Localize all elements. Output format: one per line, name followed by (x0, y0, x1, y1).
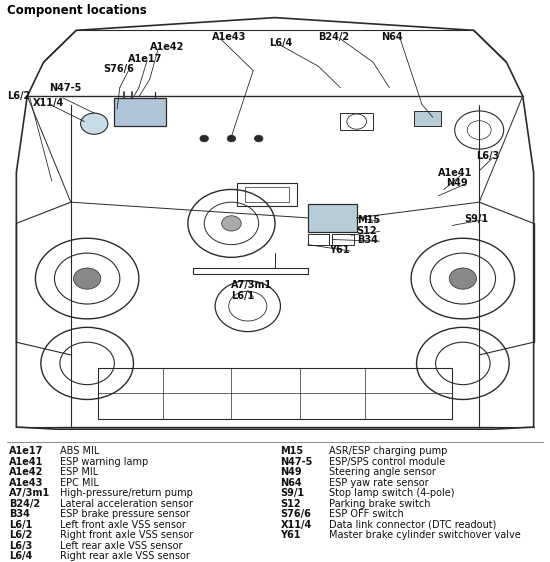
Text: Right rear axle VSS sensor: Right rear axle VSS sensor (60, 551, 190, 561)
Text: S76/6: S76/6 (103, 65, 134, 74)
Text: A7/3m1: A7/3m1 (9, 488, 51, 498)
Text: Y61: Y61 (329, 244, 350, 255)
Circle shape (81, 113, 108, 134)
Bar (114, 98, 166, 126)
Text: L6/4: L6/4 (270, 38, 293, 48)
Text: Stop lamp switch (4-pole): Stop lamp switch (4-pole) (329, 488, 455, 498)
Bar (245, 187, 289, 202)
Text: A1e17: A1e17 (9, 446, 43, 456)
Bar (414, 111, 441, 126)
Circle shape (449, 268, 476, 289)
Text: A1e41: A1e41 (9, 457, 43, 467)
Bar (98, 368, 452, 419)
Bar (307, 205, 356, 232)
Circle shape (227, 135, 236, 142)
Text: B24/2: B24/2 (318, 31, 350, 42)
Circle shape (200, 135, 208, 142)
Text: N49: N49 (447, 178, 468, 188)
Text: A7/3m1: A7/3m1 (232, 280, 273, 290)
Circle shape (74, 268, 101, 289)
Text: EPC MIL: EPC MIL (60, 478, 99, 488)
Text: M15: M15 (280, 446, 304, 456)
Text: Component locations: Component locations (7, 4, 146, 17)
Text: ESP warning lamp: ESP warning lamp (60, 457, 148, 467)
Text: A1e43: A1e43 (9, 478, 43, 488)
Text: N64: N64 (381, 31, 403, 42)
Text: S12: S12 (356, 225, 377, 235)
Text: S12: S12 (280, 499, 301, 509)
Text: ASR/ESP charging pump: ASR/ESP charging pump (329, 446, 448, 456)
Text: Parking brake switch: Parking brake switch (329, 499, 431, 509)
Text: ESP MIL: ESP MIL (60, 468, 98, 477)
Bar (307, 205, 356, 232)
Text: N49: N49 (280, 468, 302, 477)
Bar (340, 113, 373, 130)
Text: B34: B34 (9, 509, 30, 519)
Text: High-pressure/return pump: High-pressure/return pump (60, 488, 193, 498)
Bar (237, 183, 297, 206)
Text: A1e42: A1e42 (150, 42, 184, 52)
Text: Right front axle VSS sensor: Right front axle VSS sensor (60, 531, 193, 541)
Text: Master brake cylinder switchover valve: Master brake cylinder switchover valve (329, 531, 521, 541)
Text: A1e43: A1e43 (212, 31, 247, 42)
Text: ESP/SPS control module: ESP/SPS control module (329, 457, 446, 467)
Text: N64: N64 (280, 478, 302, 488)
Text: L6/4: L6/4 (9, 551, 32, 561)
Text: B34: B34 (356, 235, 377, 246)
Text: L6/3: L6/3 (9, 541, 32, 551)
Text: ABS MIL: ABS MIL (60, 446, 100, 456)
Text: X11/4: X11/4 (32, 98, 64, 108)
Text: Y61: Y61 (280, 531, 301, 541)
Text: M15: M15 (356, 215, 380, 225)
Text: L6/1: L6/1 (232, 291, 255, 301)
Bar (307, 234, 329, 244)
Text: A1e17: A1e17 (128, 54, 162, 64)
Text: N47-5: N47-5 (49, 84, 81, 93)
Text: L6/2: L6/2 (7, 91, 30, 101)
Text: Left rear axle VSS sensor: Left rear axle VSS sensor (60, 541, 183, 551)
Text: ESP OFF switch: ESP OFF switch (329, 509, 404, 519)
Text: Data link connector (DTC readout): Data link connector (DTC readout) (329, 520, 497, 530)
Bar (332, 234, 354, 244)
Text: N47-5: N47-5 (280, 457, 313, 467)
Text: Steering angle sensor: Steering angle sensor (329, 468, 436, 477)
Text: ESP brake pressure sensor: ESP brake pressure sensor (60, 509, 190, 519)
Text: Left front axle VSS sensor: Left front axle VSS sensor (60, 520, 186, 530)
Text: L6/1: L6/1 (9, 520, 32, 530)
Text: X11/4: X11/4 (280, 520, 312, 530)
Text: B24/2: B24/2 (9, 499, 40, 509)
Text: L6/3: L6/3 (476, 151, 500, 161)
Text: A1e41: A1e41 (438, 169, 473, 178)
Text: S76/6: S76/6 (280, 509, 311, 519)
Text: S9/1: S9/1 (280, 488, 305, 498)
Text: Lateral acceleration sensor: Lateral acceleration sensor (60, 499, 193, 509)
Circle shape (222, 216, 241, 231)
Text: S9/1: S9/1 (465, 214, 488, 224)
Circle shape (254, 135, 263, 142)
Text: A1e42: A1e42 (9, 468, 43, 477)
Text: L6/2: L6/2 (9, 531, 32, 541)
Text: ESP yaw rate sensor: ESP yaw rate sensor (329, 478, 429, 488)
